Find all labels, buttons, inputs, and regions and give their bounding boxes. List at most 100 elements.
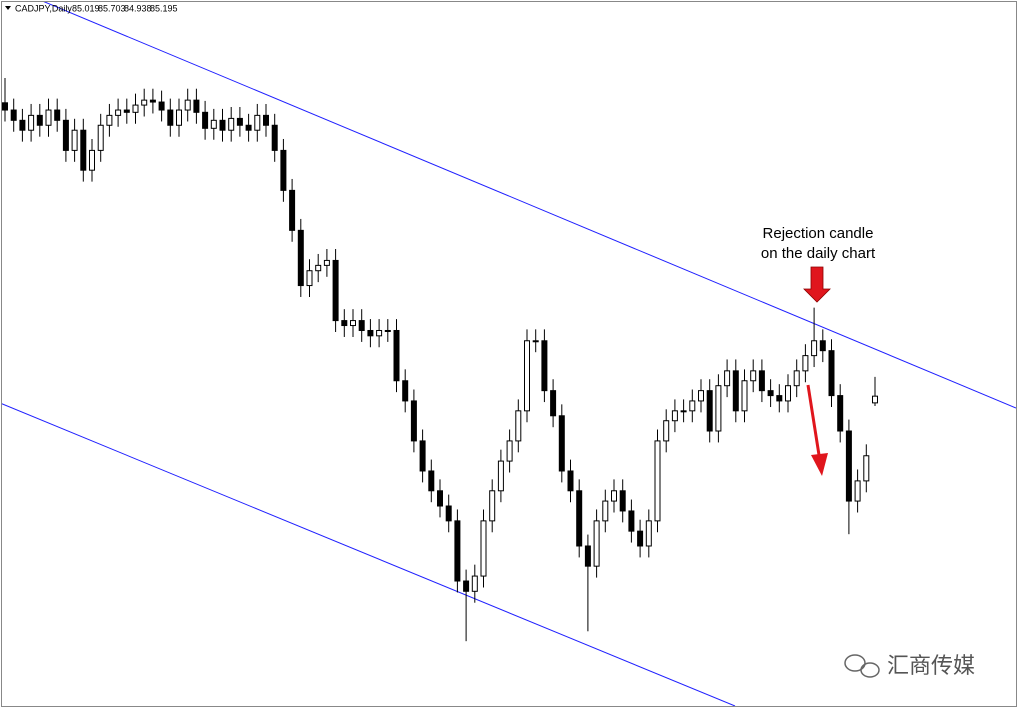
bear-body <box>36 114 43 126</box>
bear-body <box>837 395 844 432</box>
bull-body <box>71 129 78 151</box>
bull-body <box>176 109 182 126</box>
menu-triangle <box>5 6 11 10</box>
bull-body <box>863 455 870 482</box>
bull-body <box>228 117 235 131</box>
bull-body <box>611 490 617 502</box>
move-arrow-shaft <box>806 384 821 456</box>
bear-body <box>637 530 644 547</box>
annotation: on the daily chart <box>761 245 876 262</box>
bull-body <box>89 149 95 171</box>
bear-body <box>437 490 443 507</box>
symbol: CADJPY,Daily <box>15 3 72 13</box>
bear-body <box>445 505 452 522</box>
bear-body <box>550 390 557 417</box>
bear-body <box>219 119 226 131</box>
watermark: 汇商传媒 <box>887 654 975 679</box>
bear-body <box>193 99 200 113</box>
bear-body <box>297 229 304 287</box>
bull-body <box>384 329 391 332</box>
bull-body <box>306 270 313 287</box>
bear-body <box>541 340 548 392</box>
watermark-logo <box>844 654 880 678</box>
bear-body <box>167 109 174 126</box>
move-arrow-head <box>811 453 828 476</box>
bull-body <box>515 410 522 442</box>
bear-body <box>289 189 296 231</box>
bull-body <box>654 440 661 522</box>
candles <box>2 78 878 642</box>
bear-body <box>62 119 69 151</box>
bull-body <box>141 99 148 106</box>
bear-body <box>280 149 287 191</box>
bear-body <box>236 117 243 126</box>
bear-body <box>828 350 835 397</box>
lower-channel-line <box>2 403 736 706</box>
bull-body <box>854 480 861 502</box>
bull-body <box>376 329 383 337</box>
bull-body <box>210 119 217 129</box>
bull-body <box>811 340 818 357</box>
bull-body <box>741 380 748 412</box>
bear-body <box>2 102 8 111</box>
bull-body <box>254 114 261 131</box>
bear-body <box>367 329 374 337</box>
bear-body <box>158 101 165 111</box>
down-arrow <box>803 266 831 303</box>
bear-body <box>628 510 635 532</box>
bear-body <box>576 490 583 547</box>
bull-body <box>802 355 809 372</box>
bear-body <box>402 380 409 402</box>
bear-body <box>419 440 426 472</box>
bear-body <box>123 109 130 113</box>
bear-body <box>393 329 400 382</box>
bear-body <box>54 109 61 121</box>
bear-body <box>819 340 826 352</box>
bear-body <box>776 395 783 402</box>
bear-body <box>428 470 435 492</box>
bull-body <box>715 385 722 432</box>
bull-body <box>132 104 139 113</box>
bull-body <box>184 99 191 111</box>
bull-body <box>602 500 609 522</box>
bear-body <box>271 124 278 151</box>
annotation: Rejection candle <box>763 225 874 242</box>
bull-body <box>532 340 539 343</box>
bull-body <box>724 370 731 387</box>
bull-body <box>106 114 113 126</box>
bull-body <box>785 385 791 402</box>
bear-body <box>245 124 252 131</box>
bull-body <box>97 124 104 151</box>
bear-body <box>454 520 461 582</box>
bear-body <box>341 320 348 327</box>
bear-body <box>619 490 626 512</box>
bear-body <box>202 111 209 129</box>
bull-body <box>689 400 696 412</box>
bull-body <box>698 390 704 402</box>
bull-body <box>671 410 678 422</box>
bear-body <box>332 259 339 322</box>
bear-body <box>767 390 774 397</box>
bull-body <box>663 420 670 442</box>
header-price: 84.938 <box>124 3 152 13</box>
header-price: 85.019 <box>72 3 100 13</box>
bear-body <box>584 545 591 567</box>
bull-body <box>645 520 652 547</box>
bull-body <box>793 370 800 387</box>
bear-body <box>732 370 739 412</box>
bear-body <box>149 99 156 103</box>
bear-body <box>845 430 852 502</box>
bear-body <box>706 390 713 432</box>
bull-body <box>872 395 878 404</box>
bear-body <box>80 129 87 171</box>
bull-body <box>471 575 478 592</box>
bear-body <box>410 400 417 442</box>
bull-body <box>350 320 356 327</box>
bull-body <box>506 440 513 462</box>
bear-body <box>263 114 269 126</box>
bear-body <box>567 470 574 492</box>
bear-body <box>358 320 365 331</box>
header-price: 85.195 <box>150 3 178 13</box>
